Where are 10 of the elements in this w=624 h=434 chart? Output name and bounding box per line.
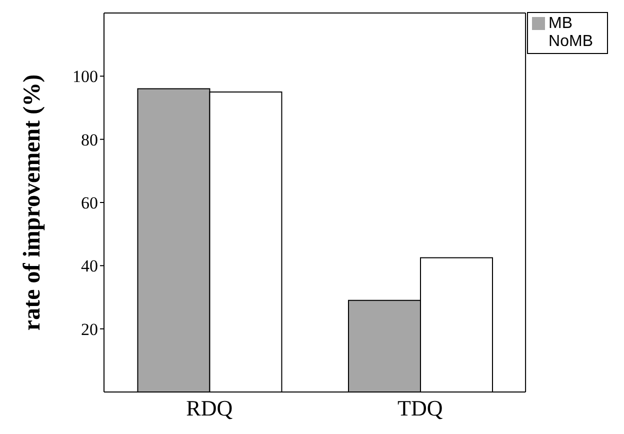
y-tick-label: 80 <box>81 130 98 150</box>
y-tick-label: 100 <box>72 67 98 86</box>
y-tick-label: 60 <box>81 194 98 213</box>
x-tick-label: RDQ <box>186 396 233 421</box>
x-tick-label: TDQ <box>398 396 443 421</box>
text: NoMB <box>548 33 593 50</box>
legend-label: MB <box>548 15 573 32</box>
y-tick-label: 40 <box>81 256 98 276</box>
y-axis-title: rate of improvement (%) <box>20 74 46 331</box>
y-tick-label: 20 <box>81 320 98 339</box>
